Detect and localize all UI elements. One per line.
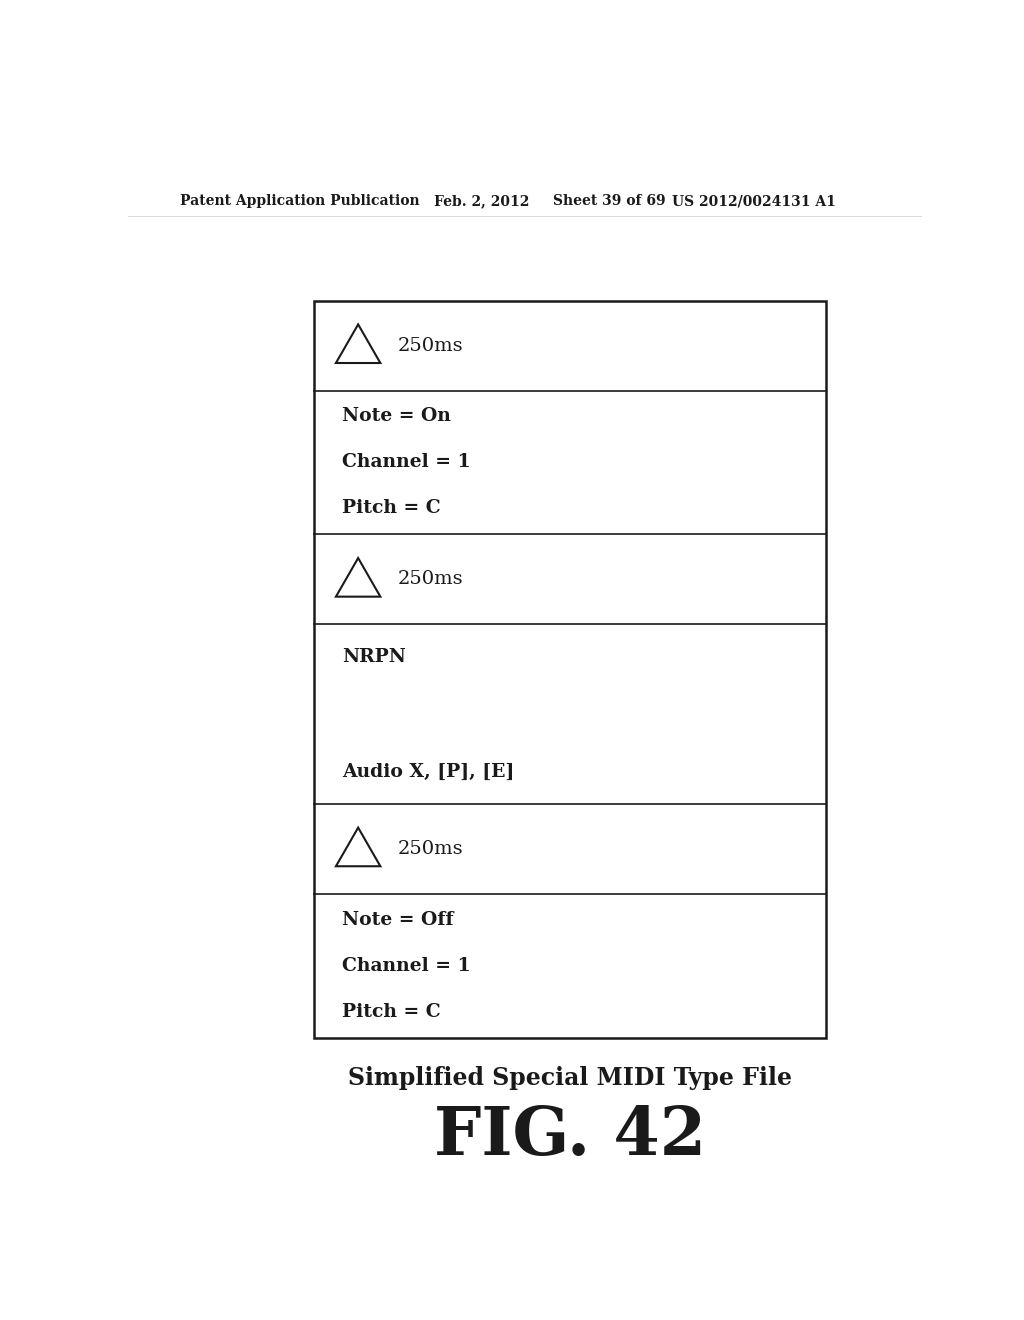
Text: 250ms: 250ms bbox=[397, 337, 464, 355]
Text: Pitch = C: Pitch = C bbox=[342, 1003, 441, 1020]
Text: Sheet 39 of 69: Sheet 39 of 69 bbox=[553, 194, 666, 209]
Text: FIG. 42: FIG. 42 bbox=[434, 1104, 707, 1168]
Text: Pitch = C: Pitch = C bbox=[342, 499, 441, 517]
Text: Patent Application Publication: Patent Application Publication bbox=[179, 194, 419, 209]
Text: Feb. 2, 2012: Feb. 2, 2012 bbox=[433, 194, 529, 209]
Text: Channel = 1: Channel = 1 bbox=[342, 454, 471, 471]
Text: US 2012/0024131 A1: US 2012/0024131 A1 bbox=[672, 194, 836, 209]
Text: Note = On: Note = On bbox=[342, 408, 452, 425]
Text: Note = Off: Note = Off bbox=[342, 911, 454, 929]
Text: Channel = 1: Channel = 1 bbox=[342, 957, 471, 974]
Text: Audio X, [P], [E]: Audio X, [P], [E] bbox=[342, 763, 515, 780]
Text: 250ms: 250ms bbox=[397, 840, 464, 858]
Text: NRPN: NRPN bbox=[342, 648, 407, 665]
Bar bbox=[314, 301, 826, 1038]
Text: 250ms: 250ms bbox=[397, 570, 464, 589]
Text: Simplified Special MIDI Type File: Simplified Special MIDI Type File bbox=[348, 1067, 793, 1090]
